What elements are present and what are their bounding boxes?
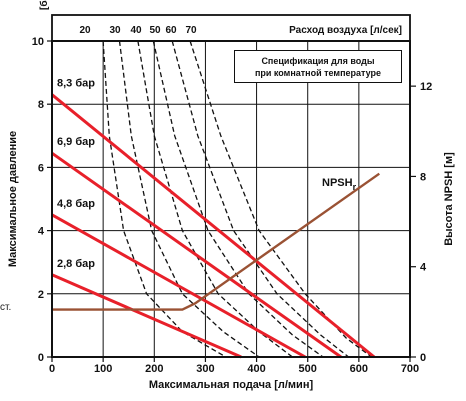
air-flow-curve-2 (118, 40, 260, 358)
y-tick-label-8: 8 (38, 99, 44, 111)
y-right-axis-title: Высота NPSH [м] (443, 152, 455, 246)
y-axis-title: Максимальное давление (7, 131, 19, 267)
npsh-curve (52, 172, 380, 311)
spec-note: Спецификация для воды при комнатной темп… (234, 50, 402, 83)
y-tick-label-2: 2 (38, 289, 44, 301)
top-tick-label-30: 30 (109, 25, 121, 36)
x-tick-label-600: 600 (350, 363, 368, 375)
spec-note-line-1: Спецификация для воды (261, 56, 375, 66)
y-unit-label: [бар] (38, 0, 50, 10)
air-flow-curve-4 (152, 40, 324, 358)
pressure-curve-label-3: 4,8 бар (57, 198, 95, 210)
x-tick-label-100: 100 (94, 363, 112, 375)
x-tick-label-0: 0 (49, 363, 55, 375)
top-tick-label-20: 20 (79, 25, 91, 36)
y-tick-label-0: 0 (38, 352, 44, 364)
air-flow-curve-6 (189, 40, 372, 358)
air-flow-curve-5 (171, 40, 350, 358)
x-tick-label-500: 500 (299, 363, 317, 375)
x-tick-label-700: 700 (401, 363, 419, 375)
plot-frame (51, 40, 411, 358)
top-axis-strip (51, 14, 411, 42)
pressure-curve-4 (51, 273, 242, 359)
top-tick-label-40: 40 (130, 25, 142, 36)
cropped-side-text: ст. (0, 302, 12, 313)
y-right-tick-label-8: 8 (420, 171, 426, 183)
y-right-tick-label-0: 0 (420, 352, 426, 364)
y-right-tick-label-12: 12 (420, 81, 432, 93)
x-axis-title: Максимальная подача [л/мин] (149, 379, 314, 391)
top-tick-label-60: 60 (165, 25, 177, 36)
npsh-label-subscript: r (353, 182, 357, 192)
x-tick-label-300: 300 (196, 363, 214, 375)
pressure-curve-3 (51, 213, 306, 359)
npsh-label: NPSHr (322, 177, 357, 192)
x-tick-label-400: 400 (247, 363, 265, 375)
top-tick-label-70: 70 (185, 25, 197, 36)
pressure-curve-label-4: 2,8 бар (57, 258, 95, 270)
x-tick-label-200: 200 (145, 363, 163, 375)
y-right-tick-label-4: 4 (420, 262, 427, 274)
y-tick-label-10: 10 (32, 36, 44, 48)
top-tick-label-50: 50 (149, 25, 161, 36)
y-tick-label-4: 4 (38, 226, 45, 238)
pressure-curve-label-1: 8,3 бар (57, 78, 95, 90)
top-axis-title: Расход воздуха [л/сек] (289, 25, 402, 36)
pressure-curve-1 (51, 93, 376, 359)
y-tick-label-6: 6 (38, 162, 44, 174)
pressure-curve-label-2: 6,9 бар (57, 136, 95, 148)
pressure-curve-2 (51, 151, 342, 359)
spec-note-line-2: при комнатной температуре (254, 68, 382, 78)
